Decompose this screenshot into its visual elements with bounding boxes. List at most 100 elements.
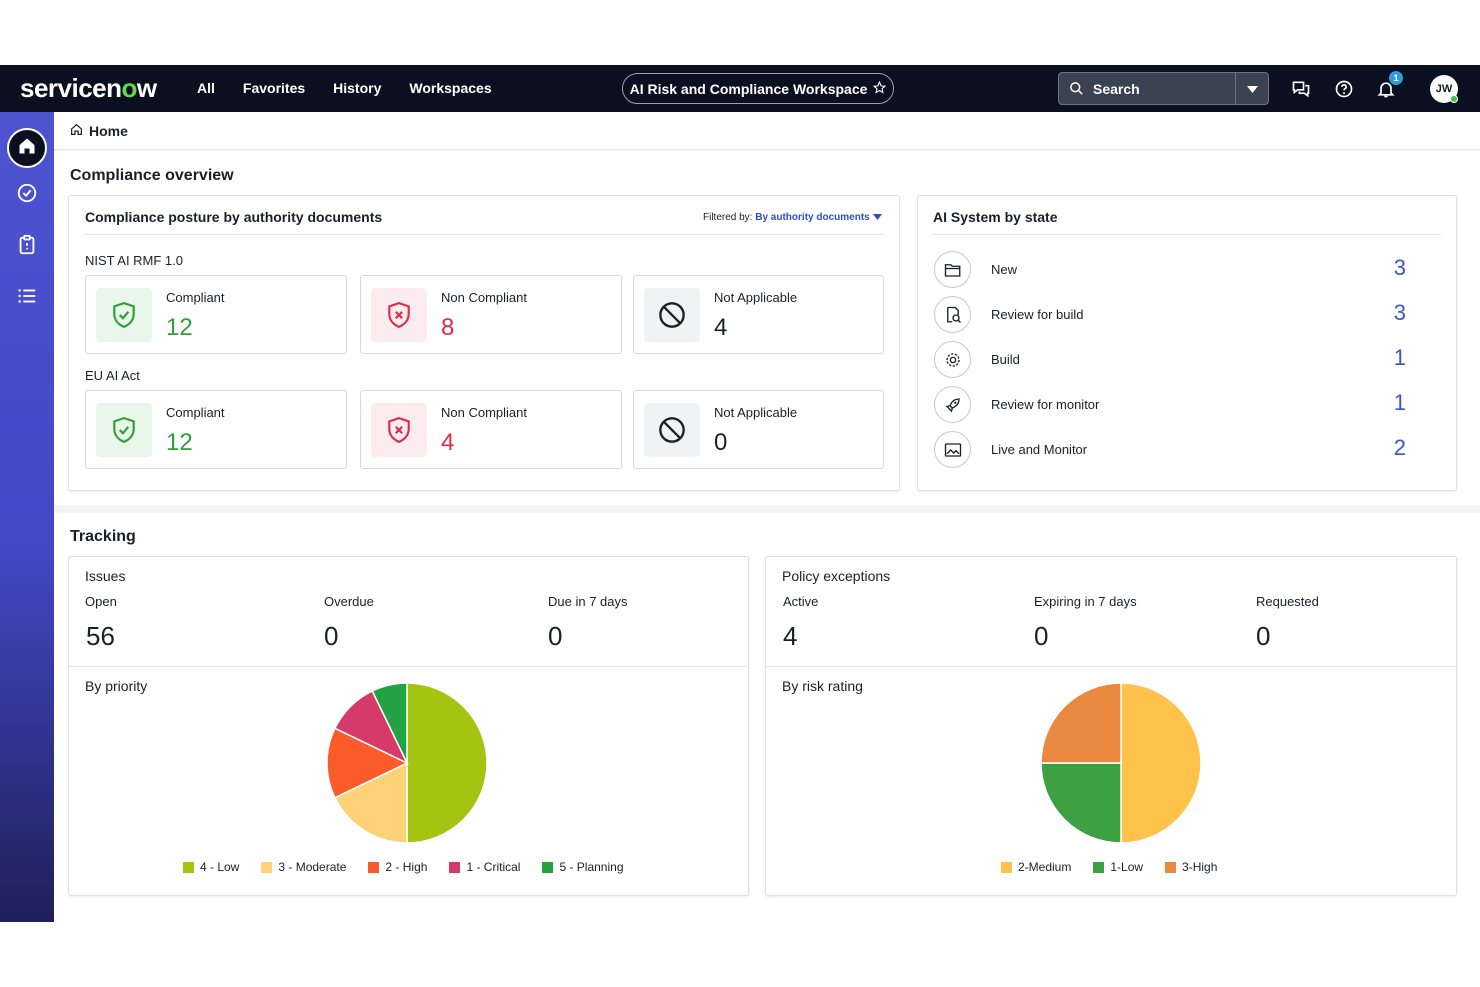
nav-workspaces[interactable]: Workspaces [409,80,492,96]
sidebar-clipboard-button[interactable] [7,227,47,267]
filter-label: Filtered by: [703,212,753,223]
metric-label-requested: Requested [1256,594,1319,609]
eu-na-card[interactable]: Not Applicable 0 [633,390,884,469]
sidebar-home-button[interactable] [7,128,47,168]
risk-legend-item[interactable]: 3-High [1165,860,1217,874]
nav-favorites[interactable]: Favorites [242,80,306,96]
rocket-icon [934,386,971,423]
eu-compliant-card[interactable]: Compliant 12 [85,390,347,469]
priority-slice-2[interactable] [333,761,408,844]
caret-down-icon[interactable] [872,212,882,223]
priority-slice-3[interactable] [326,727,409,799]
folder-icon [934,251,971,288]
metric-label-due7: Due in 7 days [548,594,628,609]
check-circle-icon [16,182,38,209]
help-icon[interactable] [1333,78,1355,100]
state-row-review-monitor[interactable]: Review for monitor 1 [934,386,1414,424]
state-value[interactable]: 1 [1393,345,1406,370]
chat-icon[interactable] [1290,78,1312,100]
ai-system-divider [933,234,1441,235]
priority-slice-5[interactable] [371,682,408,764]
image-icon [934,431,971,468]
state-value[interactable]: 3 [1393,255,1406,280]
stat-value: 8 [441,314,455,341]
priority-legend-swatch [449,861,461,873]
ai-system-title: AI System by state [933,209,1058,225]
metric-label-expiring: Expiring in 7 days [1034,594,1137,609]
state-label: New [991,262,1018,277]
nist-compliant-card[interactable]: Compliant 12 [85,275,347,354]
state-row-new[interactable]: New 3 [934,251,1414,289]
priority-legend-swatch [542,861,554,873]
priority-legend-item[interactable]: 2 - High [368,860,427,874]
top-navigation-bar: servicenow All Favorites History Workspa… [0,65,1480,112]
priority-legend-item[interactable]: 5 - Planning [542,860,624,874]
risk-legend-item[interactable]: 1-Low [1093,860,1143,874]
state-label: Review for build [991,307,1084,322]
state-row-review-build[interactable]: Review for build 3 [934,296,1414,334]
state-value[interactable]: 2 [1393,435,1406,460]
filter-link[interactable]: By authority documents [755,212,870,223]
risk-legend-item[interactable]: 2-Medium [1001,860,1071,874]
nav-history[interactable]: History [333,80,382,96]
metric-label-active: Active [783,594,819,609]
global-search[interactable]: Search [1058,72,1269,105]
doc-label-eu: EU AI Act [85,368,140,383]
clipboard-icon [16,234,38,261]
stat-label: Non Compliant [441,405,527,420]
metric-value-active[interactable]: 4 [783,621,798,651]
state-label: Review for monitor [991,397,1100,412]
risk-slice-1[interactable] [1120,682,1202,844]
stat-value: 12 [166,314,193,341]
search-label: Search [1093,80,1140,97]
priority-legend-label: 4 - Low [200,860,240,874]
stat-value: 12 [166,429,193,456]
risk-slice-3[interactable] [1040,682,1122,764]
star-icon[interactable] [873,80,887,97]
posture-filter: Filtered by: By authority documents [703,212,882,223]
sidebar-tasks-button[interactable] [7,175,47,215]
metric-value-expiring[interactable]: 0 [1034,621,1049,651]
exceptions-divider [766,666,1456,667]
risk-slice-2[interactable] [1040,762,1122,844]
bell-icon[interactable] [1375,78,1397,100]
metric-value-due7[interactable]: 0 [548,621,563,651]
metric-value-requested[interactable]: 0 [1256,621,1271,651]
state-value[interactable]: 1 [1393,390,1406,415]
home-icon [17,136,37,161]
priority-legend-item[interactable]: 3 - Moderate [261,860,346,874]
workspace-title-pill[interactable]: AI Risk and Compliance Workspace [622,73,894,104]
sidebar-list-button[interactable] [7,278,47,318]
priority-legend-label: 1 - Critical [466,860,521,874]
nist-na-card[interactable]: Not Applicable 4 [633,275,884,354]
state-value[interactable]: 3 [1393,300,1406,325]
priority-legend-item[interactable]: 4 - Low [183,860,239,874]
search-icon [1059,81,1093,96]
state-label: Live and Monitor [991,442,1088,457]
stat-value: 4 [714,314,728,341]
logo-text-post: w [136,73,157,103]
risk-legend-swatch [1165,861,1177,873]
nist-noncompliant-card[interactable]: Non Compliant 8 [360,275,622,354]
document-search-icon [934,296,971,333]
priority-legend-label: 2 - High [385,860,428,874]
metric-value-overdue[interactable]: 0 [324,621,339,651]
risk-rating-legend: 2-Medium 1-Low 3-High [1001,860,1239,874]
home-outline-icon [70,123,83,139]
priority-slice-1[interactable] [406,682,488,844]
state-row-live-monitor[interactable]: Live and Monitor 2 [934,431,1414,469]
eu-noncompliant-card[interactable]: Non Compliant 4 [360,390,622,469]
servicenow-logo[interactable]: servicenow [20,73,157,104]
priority-legend-item[interactable]: 1 - Critical [449,860,520,874]
risk-legend-label: 1-Low [1110,860,1144,874]
stat-value: 0 [714,429,728,456]
presence-indicator [1450,95,1458,103]
workspace-title: AI Risk and Compliance Workspace [629,80,868,97]
search-scope-dropdown[interactable] [1235,73,1268,104]
state-row-build[interactable]: Build 1 [934,341,1414,379]
metric-value-open[interactable]: 56 [86,621,115,651]
nav-all[interactable]: All [197,80,215,96]
priority-legend: 4 - Low 3 - Moderate 2 - High 1 - Critical 5… [183,860,646,874]
breadcrumb-home[interactable]: Home [89,122,128,139]
issues-divider [69,666,748,667]
